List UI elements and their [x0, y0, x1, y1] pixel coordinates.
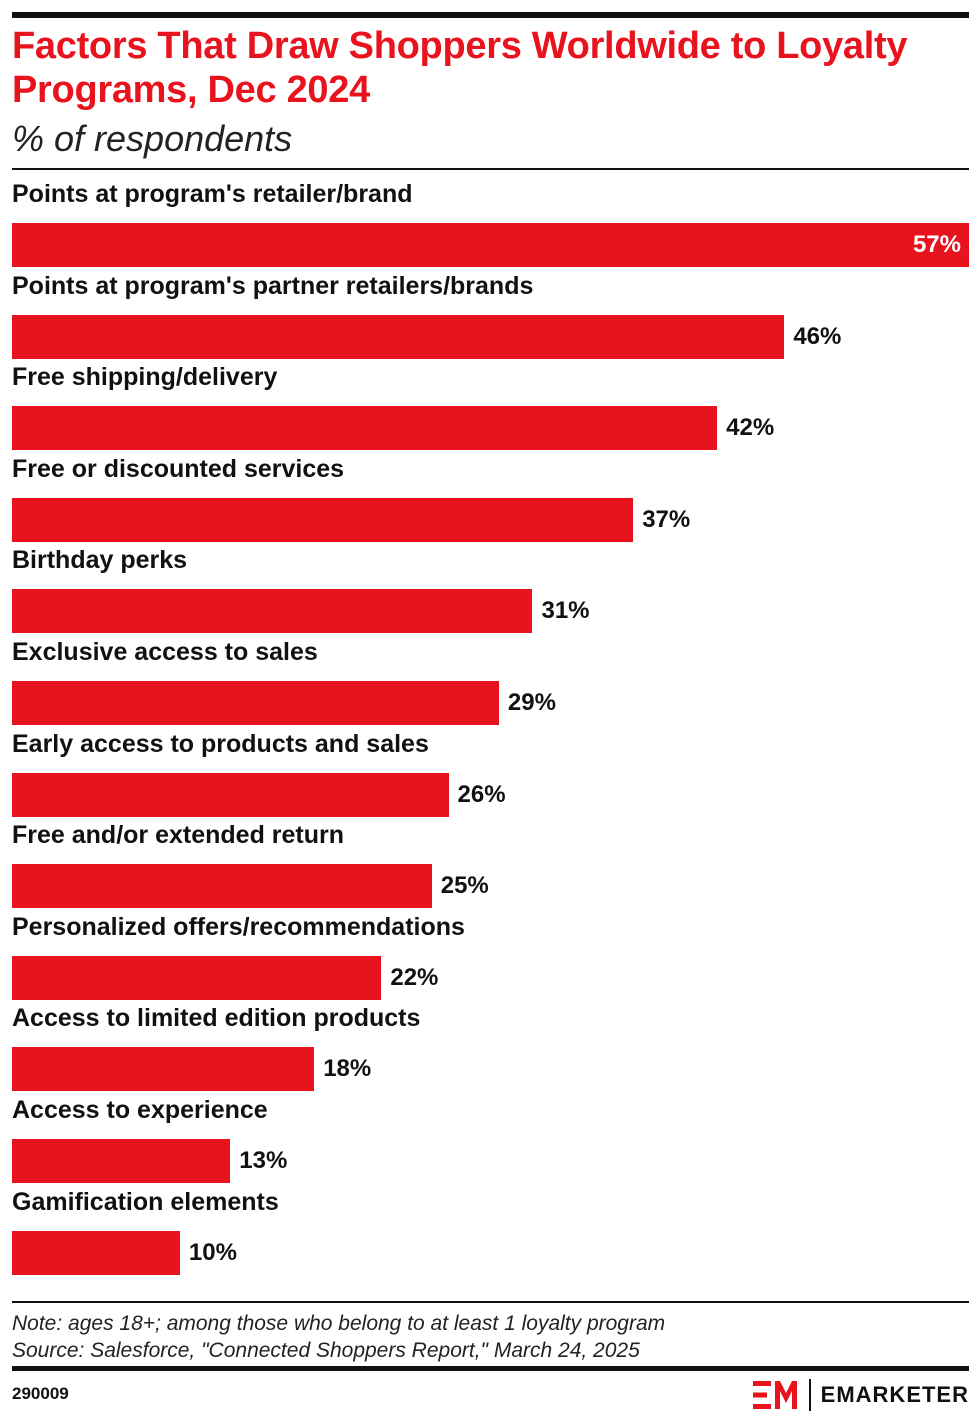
note-text: Note: ages 18+; among those who belong t…	[12, 1312, 666, 1335]
value-label: 26%	[457, 780, 506, 808]
category-label: Personalized offers/recommendations	[12, 912, 465, 941]
bar	[12, 406, 718, 451]
chart-title: Factors That Draw Shoppers Worldwide to …	[12, 25, 908, 111]
brand-separator	[808, 1379, 811, 1411]
category-label: Birthday perks	[12, 546, 188, 575]
bar	[12, 589, 533, 634]
brand-name: EMARKETER	[820, 1382, 969, 1407]
bar	[12, 1047, 315, 1092]
value-label: 13%	[239, 1147, 288, 1174]
footer-divider	[12, 1301, 969, 1303]
category-label: Access to experience	[12, 1096, 268, 1124]
emarketer-logo-icon	[752, 1381, 797, 1409]
bar-chart: Points at program's retailer/brand 57% Poi…	[12, 180, 969, 1290]
bar	[12, 314, 785, 359]
value-label: 42%	[726, 414, 775, 442]
category-label: Gamification elements	[12, 1187, 279, 1216]
bar	[12, 223, 969, 267]
bar	[12, 497, 634, 542]
chart-subtitle: % of respondents	[12, 118, 293, 159]
category-label: Free shipping/delivery	[12, 363, 278, 392]
bottom-rule	[12, 1366, 969, 1371]
bar	[12, 955, 382, 1000]
category-label: Points at program's partner retailers/br…	[12, 271, 534, 300]
value-label: 57%	[912, 231, 961, 258]
category-label: Free or discounted services	[12, 454, 345, 483]
category-label: Points at program's retailer/brand	[12, 180, 413, 208]
category-label: Exclusive access to sales	[12, 638, 318, 666]
category-label: Early access to products and sales	[12, 729, 429, 758]
header-divider	[12, 168, 969, 170]
source-text: Source: Salesforce, "Connected Shoppers …	[12, 1339, 640, 1362]
value-label: 29%	[507, 689, 556, 716]
value-label: 25%	[440, 872, 489, 900]
bar	[12, 772, 449, 817]
brand-logo: EMARKETER	[752, 1378, 969, 1412]
value-label: 46%	[793, 322, 842, 350]
top-rule	[12, 12, 969, 18]
value-label: 31%	[541, 597, 590, 625]
bar	[12, 864, 432, 909]
bar	[12, 681, 499, 725]
bar	[12, 1230, 180, 1275]
value-label: 22%	[390, 963, 439, 991]
category-label: Access to limited edition products	[12, 1004, 421, 1033]
value-label: 18%	[323, 1055, 372, 1083]
chart-notes: Note: ages 18+; among those who belong t…	[12, 1310, 665, 1364]
category-label: Free and/or extended return	[12, 821, 345, 850]
value-label: 37%	[642, 505, 691, 533]
bar	[12, 1139, 231, 1183]
chart-id: 290009	[12, 1384, 69, 1403]
value-label: 10%	[188, 1238, 237, 1266]
